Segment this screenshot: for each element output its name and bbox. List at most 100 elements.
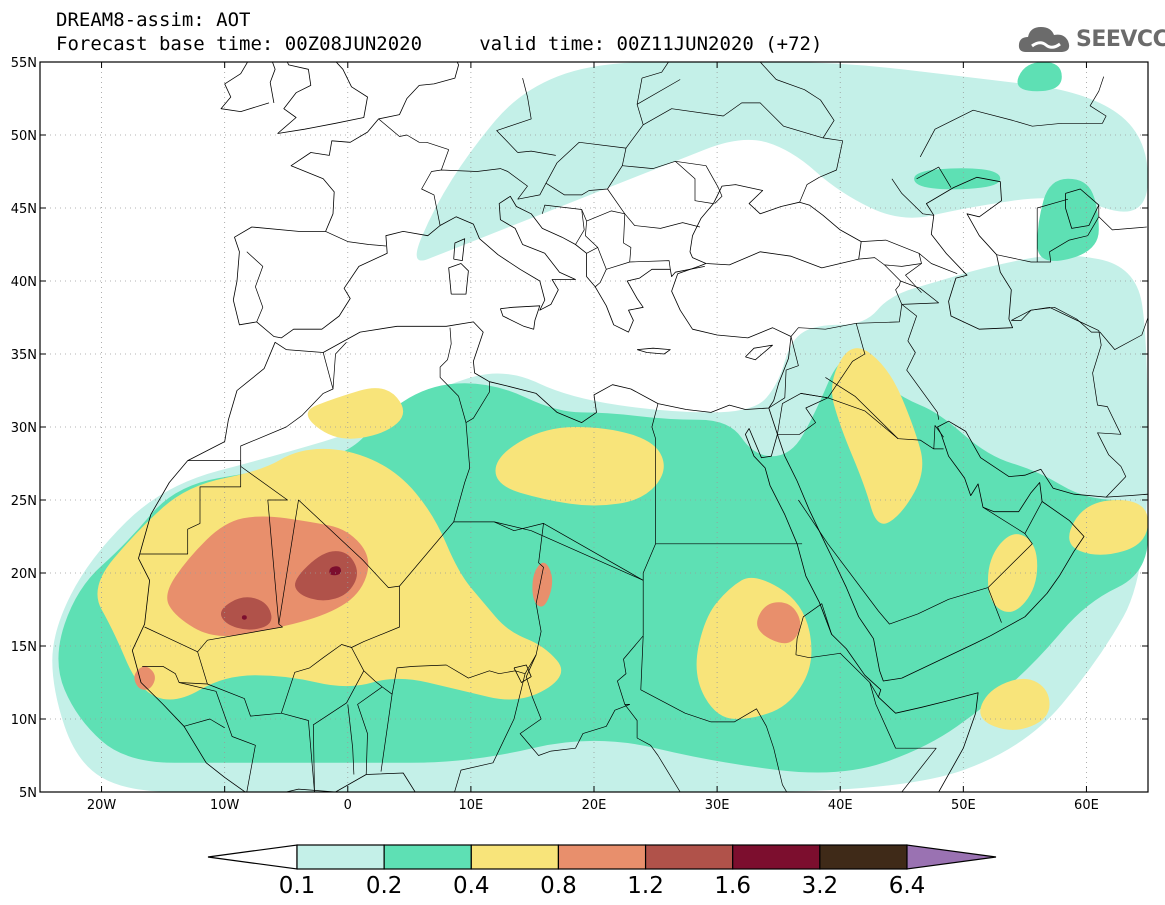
colorbar-box	[296, 844, 385, 870]
country-border	[714, 187, 723, 204]
country-border	[916, 166, 952, 188]
aot-region-level-4	[757, 602, 801, 644]
coastline	[453, 238, 466, 261]
forecast-times: Forecast base time: 00Z08JUN2020 valid t…	[56, 33, 823, 55]
coastline	[513, 664, 532, 683]
cloud-icon	[1018, 27, 1070, 52]
country-border	[347, 704, 355, 775]
y-tick-label: 20N	[11, 567, 37, 582]
country-border	[312, 670, 365, 792]
country-border	[183, 718, 225, 729]
colorbar-box	[644, 844, 734, 870]
colorbar-box	[383, 844, 472, 870]
aot-region-level-6	[329, 566, 342, 576]
aot-region-level-3	[832, 348, 923, 524]
country-border	[246, 251, 264, 323]
country-border	[281, 712, 315, 792]
country-border	[933, 425, 944, 449]
y-tick-label: 25N	[11, 494, 37, 509]
y-tick-label: 10N	[11, 713, 37, 728]
coastline	[636, 347, 671, 355]
x-tick-label: 50E	[951, 798, 976, 813]
x-tick-label: 40E	[828, 798, 853, 813]
country-border	[1098, 205, 1147, 231]
country-border	[675, 160, 719, 188]
colorbar-box	[470, 844, 560, 870]
country-border	[800, 393, 899, 439]
aot-region-level-4	[532, 562, 553, 607]
x-tick-label: 20E	[582, 798, 607, 813]
country-border	[869, 682, 937, 792]
country-border	[891, 178, 934, 216]
country-border	[798, 499, 1033, 625]
country-border	[1011, 306, 1099, 331]
country-border	[454, 673, 526, 792]
coastline	[745, 344, 773, 361]
colorbar: 0.1 0.2 0.4 0.8 1.2 1.6 3.2 6.4	[207, 844, 997, 899]
country-border	[901, 304, 940, 420]
country-border	[179, 682, 256, 792]
coastline	[277, 62, 312, 134]
country-border	[623, 213, 700, 263]
country-border	[905, 263, 922, 293]
axis-ticks: 20W 10W 0 10E 20E 30E 40E 50E 60E 5N 10N 15N 20N 25N 3…	[11, 56, 1148, 813]
country-border	[581, 209, 599, 254]
aot-region-level-1	[416, 62, 1148, 261]
colorbar-label: 3.2	[802, 873, 839, 899]
colorbar-label: 0.2	[366, 873, 403, 899]
aot-region-level-5	[294, 551, 357, 601]
coastline	[277, 62, 368, 134]
x-tick-label: 30E	[705, 798, 730, 813]
aot-region-level-3	[988, 534, 1038, 612]
aot-region-level-3	[1069, 500, 1148, 555]
country-border	[556, 78, 644, 163]
country-border	[825, 377, 944, 450]
colorbar-box	[732, 844, 821, 870]
coastlines-borders	[131, 62, 1148, 792]
aot-region-level-2	[1017, 62, 1062, 92]
colorbar-label: 1.6	[714, 873, 751, 899]
colorbar-label: 1.2	[627, 873, 664, 899]
country-border	[895, 280, 903, 305]
country-border	[351, 521, 544, 695]
country-border	[640, 635, 788, 792]
country-border	[858, 239, 922, 267]
y-tick-label: 30N	[11, 421, 37, 436]
x-tick-label: 20W	[87, 798, 117, 813]
country-border	[918, 253, 958, 275]
y-tick-label: 15N	[11, 640, 37, 655]
country-border	[1087, 216, 1100, 236]
aot-region-level-2	[1037, 178, 1099, 261]
country-border	[795, 603, 832, 655]
country-border	[357, 686, 383, 775]
coastline	[131, 650, 471, 792]
coastline	[220, 62, 276, 112]
x-tick-label: 60E	[1074, 798, 1099, 813]
country-border	[759, 62, 835, 139]
country-border	[606, 260, 671, 270]
country-border	[777, 393, 829, 435]
coastline	[131, 263, 792, 651]
country-border	[641, 62, 669, 79]
country-border	[987, 587, 1002, 623]
country-border	[421, 168, 528, 226]
coastline	[500, 305, 541, 330]
country-border	[197, 499, 400, 717]
logo-text: SEEVCCC	[1076, 27, 1165, 52]
country-border	[636, 79, 681, 105]
x-tick-label: 10E	[459, 798, 484, 813]
country-border	[1036, 198, 1069, 262]
country-border	[378, 118, 449, 150]
coastline	[745, 407, 979, 792]
aot-region-level-4	[134, 666, 155, 690]
aot-region-level-2	[914, 168, 1001, 190]
aot-region-level-3	[495, 427, 664, 506]
y-tick-label: 50N	[11, 129, 37, 144]
colorbar-label: 0.4	[453, 873, 490, 899]
coastline	[232, 195, 705, 339]
country-border	[919, 76, 1107, 158]
country-border	[594, 247, 607, 288]
aot-region-level-6	[241, 615, 247, 620]
country-border	[1024, 501, 1043, 534]
